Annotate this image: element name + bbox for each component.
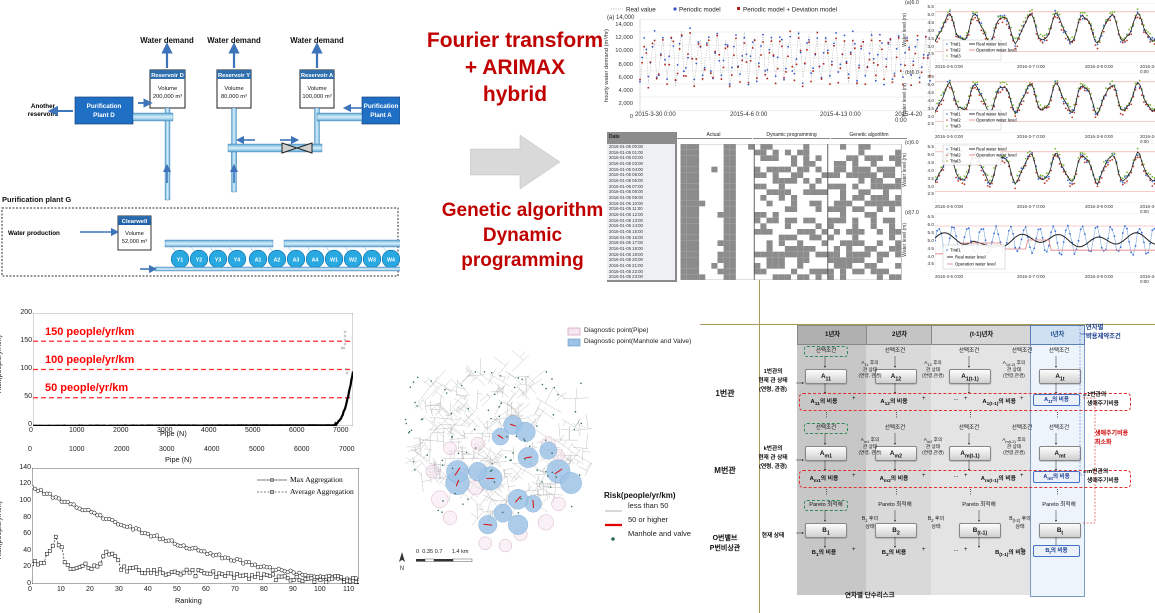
svg-text:52,000 m³: 52,000 m³ bbox=[122, 239, 147, 245]
svg-text:Y3: Y3 bbox=[215, 257, 222, 263]
svg-text:A3: A3 bbox=[293, 257, 300, 263]
svg-text:A4: A4 bbox=[312, 257, 319, 263]
svg-text:80,000 m³: 80,000 m³ bbox=[221, 94, 247, 100]
svg-text:Purification: Purification bbox=[87, 103, 122, 110]
svg-text:100,000 m³: 100,000 m³ bbox=[302, 94, 331, 100]
svg-text:Real water level: Real water level bbox=[976, 112, 1007, 117]
svg-text:150 people/yr/km: 150 people/yr/km bbox=[45, 326, 134, 338]
svg-text:Purification: Purification bbox=[364, 103, 399, 110]
svg-text:200,000 m³: 200,000 m³ bbox=[153, 94, 182, 100]
svg-text:Operation water level: Operation water level bbox=[976, 118, 1017, 123]
svg-text:Trial3: Trial3 bbox=[950, 54, 961, 59]
svg-text:A2: A2 bbox=[274, 257, 281, 263]
svg-text:Y2: Y2 bbox=[196, 257, 203, 263]
svg-text:Periodic model + Deviation mod: Periodic model + Deviation model bbox=[743, 7, 837, 14]
svg-text:Water demand: Water demand bbox=[290, 36, 344, 45]
svg-text:Reservoir D: Reservoir D bbox=[151, 73, 184, 79]
svg-text:Another: Another bbox=[31, 103, 56, 110]
svg-text:Water demand: Water demand bbox=[140, 36, 194, 45]
svg-text:Plant A: Plant A bbox=[370, 112, 392, 119]
svg-text:Trial1: Trial1 bbox=[950, 42, 961, 47]
svg-text:Water production: Water production bbox=[8, 230, 60, 237]
svg-text:Periodic model: Periodic model bbox=[679, 7, 721, 14]
svg-text:Real water level: Real water level bbox=[976, 42, 1007, 47]
svg-text:Trial1: Trial1 bbox=[950, 248, 961, 253]
svg-text:Volume: Volume bbox=[224, 86, 243, 92]
svg-text:Real value: Real value bbox=[626, 7, 656, 14]
svg-text:reservoirs: reservoirs bbox=[28, 111, 59, 118]
svg-text:Volume: Volume bbox=[158, 86, 177, 92]
svg-text:Y1: Y1 bbox=[177, 257, 184, 263]
svg-text:Trial1: Trial1 bbox=[950, 112, 961, 117]
svg-text:Volume: Volume bbox=[307, 86, 326, 92]
svg-text:Real water level: Real water level bbox=[955, 255, 986, 260]
svg-text:Trial2: Trial2 bbox=[950, 153, 961, 158]
svg-text:Purification plant G: Purification plant G bbox=[2, 195, 71, 204]
svg-text:N: N bbox=[400, 566, 404, 571]
svg-text:Operation water level: Operation water level bbox=[976, 48, 1017, 53]
svg-text:A1: A1 bbox=[255, 257, 262, 263]
svg-text:W4: W4 bbox=[387, 257, 395, 263]
svg-text:Trial3: Trial3 bbox=[950, 124, 961, 129]
svg-text:100 people/yr/km: 100 people/yr/km bbox=[45, 354, 134, 366]
svg-text:Plant D: Plant D bbox=[93, 112, 115, 119]
svg-text:Trial1: Trial1 bbox=[950, 147, 961, 152]
svg-text:W3: W3 bbox=[368, 257, 376, 263]
svg-text:Trial2: Trial2 bbox=[950, 48, 961, 53]
svg-text:Volume: Volume bbox=[125, 231, 144, 237]
svg-text:Operation water level: Operation water level bbox=[955, 262, 996, 267]
svg-text:W1: W1 bbox=[330, 257, 338, 263]
svg-text:Trial2: Trial2 bbox=[950, 118, 961, 123]
svg-text:Max Aggregation: Max Aggregation bbox=[290, 475, 343, 484]
svg-text:50 people/yr/km: 50 people/yr/km bbox=[45, 382, 128, 394]
svg-text:Water demand: Water demand bbox=[207, 36, 261, 45]
svg-text:Y4: Y4 bbox=[234, 257, 241, 263]
svg-text:Reservoir Y: Reservoir Y bbox=[218, 73, 250, 79]
svg-text:Operation water level: Operation water level bbox=[976, 153, 1017, 158]
svg-text:W2: W2 bbox=[349, 257, 357, 263]
svg-text:Average Aggregation: Average Aggregation bbox=[290, 487, 354, 496]
svg-text:Trial3: Trial3 bbox=[950, 159, 961, 164]
svg-text:Real water level: Real water level bbox=[976, 147, 1007, 152]
svg-text:Reservoir A: Reservoir A bbox=[301, 73, 334, 79]
svg-text:Clearwell: Clearwell bbox=[122, 219, 148, 225]
